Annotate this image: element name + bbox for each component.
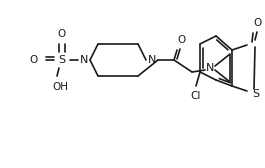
Text: O: O <box>58 29 66 39</box>
Text: S: S <box>59 55 65 65</box>
Text: O: O <box>29 55 37 65</box>
Text: Cl: Cl <box>191 91 201 101</box>
Text: OH: OH <box>52 82 68 92</box>
Text: N: N <box>206 63 214 73</box>
Text: O: O <box>254 18 262 28</box>
Text: S: S <box>253 89 259 99</box>
Text: O: O <box>178 35 186 45</box>
Text: N: N <box>80 55 88 65</box>
Text: N: N <box>148 55 156 65</box>
